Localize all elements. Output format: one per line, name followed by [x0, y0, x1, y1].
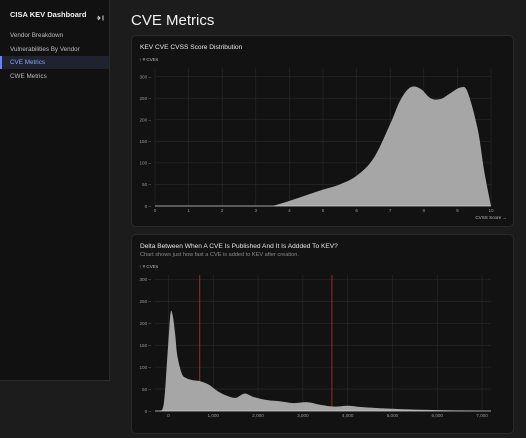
y-tick-label: 250 –	[140, 96, 152, 101]
y-tick-label: 200 –	[140, 118, 152, 123]
area-series	[272, 86, 491, 206]
cvss-chart-title: KEV CVE CVSS Score Distribution	[140, 44, 243, 51]
x-tick-label: 0	[154, 208, 157, 213]
y-tick-label: 50 –	[142, 387, 151, 392]
y-tick-label: 150 –	[140, 139, 152, 144]
x-tick-label: 6	[355, 208, 358, 213]
sidebar-item-cwe-metrics[interactable]: CWE Metrics	[10, 72, 47, 80]
y-tick-label: 150 –	[140, 343, 152, 348]
x-tick-label: 1,000	[207, 413, 219, 418]
sidebar-nav: Vendor Breakdown Vulnerabilities By Vend…	[0, 29, 109, 83]
delta-chart-card: Delta Between When A CVE Is Published An…	[131, 234, 514, 434]
x-tick-label: 5,000	[387, 413, 399, 418]
cvss-distribution-chart: 0 – 50 – 100 – 150 – 200 – 250 – 300 – 0 1 2 3 4 5 6 7…	[139, 57, 507, 220]
x-tick-label: 4,000	[342, 413, 354, 418]
x-tick-label: 4	[288, 208, 291, 213]
x-tick-label: 0	[167, 413, 170, 418]
sidebar-header: CISA KEV Dashboard	[10, 10, 106, 22]
x-tick-label: 2,000	[252, 413, 264, 418]
x-tick-label: 3	[255, 208, 258, 213]
x-tick-label: 2	[221, 208, 224, 213]
x-tick-label: 8	[423, 208, 426, 213]
y-tick-label: 50 –	[142, 182, 151, 187]
x-axis-label: CVSS Score →	[475, 215, 507, 220]
y-axis-label: ↑ # CVEs	[139, 264, 159, 269]
x-tick-label: 7,000	[476, 413, 488, 418]
page-title: CVE Metrics	[131, 12, 215, 29]
x-tick-label: 3,000	[297, 413, 309, 418]
y-tick-label: 300 –	[140, 74, 152, 79]
x-tick-label: 7	[389, 208, 392, 213]
collapse-sidebar-icon[interactable]	[96, 10, 106, 21]
x-tick-label: 6,000	[431, 413, 443, 418]
y-tick-label: 300 –	[140, 277, 152, 282]
x-tick-label: 10	[488, 208, 494, 213]
app-title: CISA KEV Dashboard	[10, 10, 87, 19]
y-tick-label: 100 –	[140, 161, 152, 166]
area-series	[159, 310, 483, 411]
y-tick-label: 0 –	[145, 204, 152, 209]
delta-chart-subtitle: Chart shows just how fast a CVE is added…	[140, 252, 299, 258]
sidebar-item-cve-metrics[interactable]: CVE Metrics	[0, 56, 109, 69]
sidebar-item-vendor-breakdown[interactable]: Vendor Breakdown	[10, 32, 64, 39]
y-axis-label: ↑ # CVEs	[139, 57, 159, 62]
delta-chart-title: Delta Between When A CVE Is Published An…	[140, 243, 338, 250]
x-tick-label: 9	[456, 208, 459, 213]
y-tick-label: 200 –	[140, 321, 152, 326]
cvss-chart-card: KEV CVE CVSS Score Distribution 0 – 50 – 1…	[131, 35, 514, 227]
y-tick-label: 100 –	[140, 365, 152, 370]
delta-distribution-chart: 0 – 50 – 100 – 150 – 200 – 250 – 300 – 0 1,000 2,…	[139, 264, 491, 418]
sidebar-item-vulnerabilities-by-vendor[interactable]: Vulnerabilities By Vendor	[10, 45, 80, 53]
sidebar: CISA KEV Dashboard Vendor Breakdown Vuln…	[0, 0, 110, 381]
x-tick-label: 5	[322, 208, 325, 213]
y-tick-label: 0 –	[145, 409, 152, 414]
x-tick-label: 1	[187, 208, 190, 213]
y-tick-label: 250 –	[140, 299, 152, 304]
